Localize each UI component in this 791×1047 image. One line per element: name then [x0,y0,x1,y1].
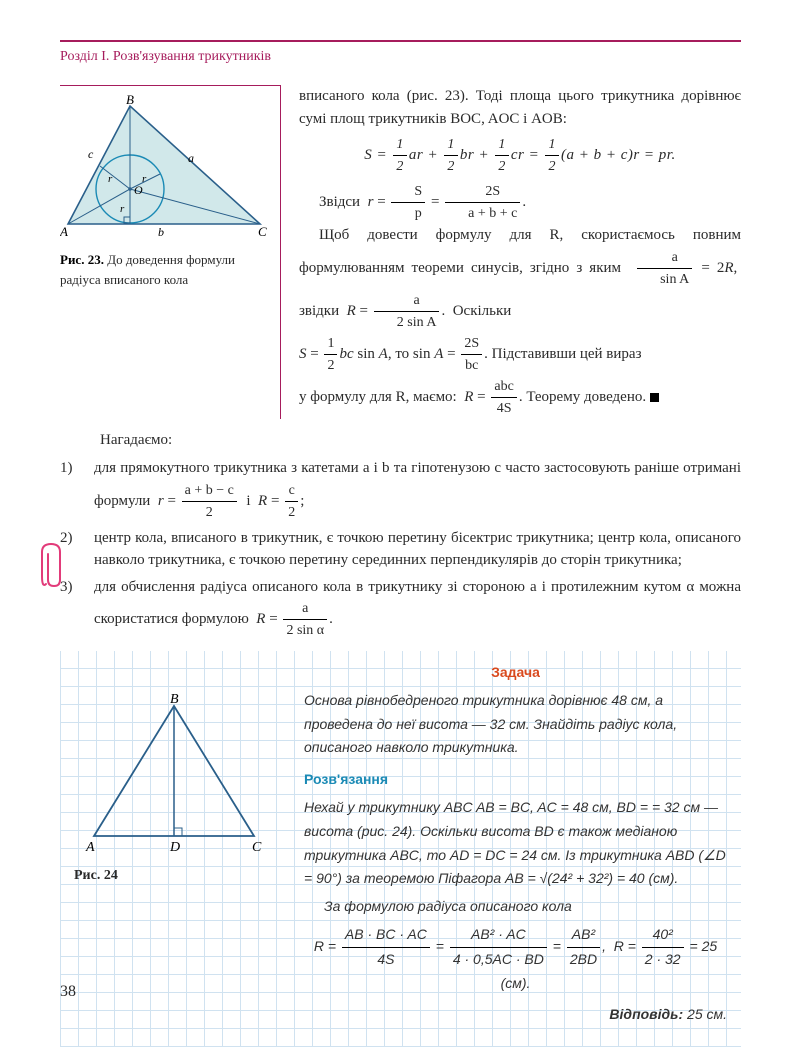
svg-text:r: r [120,203,125,215]
list-body: для прямокутного трикутника з катетами a… [94,457,741,523]
list-item-3: 3) для обчислення радіуса описаного кола… [60,576,741,642]
list-number: 2) [60,527,94,572]
page: Розділ I. Розв'язування трикутників A B [0,0,791,1024]
formula-area-sum: S = 12ar + 12br + 12cr = 12(a + b + c)r … [299,134,741,177]
svg-text:c: c [88,147,94,161]
svg-text:b: b [158,225,164,239]
list-body: для обчислення радіуса описаного кола в … [94,576,741,642]
paperclip-icon [38,540,64,590]
svg-text:r: r [142,173,147,185]
proof-intro: вписаного кола (рис. 23). Тоді площа цьо… [299,85,741,130]
problem-statement: Основа рівнобедреного трикутника дорівню… [304,689,727,760]
svg-text:B: B [170,692,179,707]
figure-23-box: A B C O b a c r r r Рис. 23. До доведенн… [60,85,281,419]
figure-24-box: A B C D Рис. 24 [74,661,284,1027]
solution-title: Розв'язання [304,768,727,792]
solution-text-1: Нехай у трикутнику ABC AB = BC, AC = 48 … [304,796,727,891]
proof-final: у формулу для R, маємо: R = abc4S. Теоре… [299,376,741,419]
qed-mark [650,393,659,402]
recall-heading: Нагадаємо: [100,429,741,452]
recall-list: 1) для прямокутного трикутника з катетам… [60,457,741,641]
figure-24-caption: Рис. 24 [74,865,284,886]
list-body: центр кола, вписаного в трикутник, є точ… [94,527,741,572]
list-item-1: 1) для прямокутного трикутника з катетам… [60,457,741,523]
svg-text:B: B [126,94,134,107]
proof-R-intro: Щоб довести формулу для R, скористаємось… [299,224,741,333]
solution-text-2: За формулою радіуса описаного кола [304,895,727,919]
solution-formula: R = AB · BC · AC4S = AB² · AC4 · 0,5AC ·… [304,923,727,995]
top-section: A B C O b a c r r r Рис. 23. До доведенн… [60,85,741,419]
proof-hence: Звідси r = Sp = 2Sa + b + c. [299,181,741,224]
svg-text:r: r [108,173,113,185]
answer-value: 25 см. [687,1006,727,1022]
section-header: Розділ I. Розв'язування трикутників [60,46,741,67]
problem-flex: A B C D Рис. 24 Задача Основа рівнобедре… [74,661,727,1027]
svg-text:A: A [85,840,95,855]
header-rule [60,40,741,42]
figure-23-diagram: A B C O b a c r r r [60,94,270,244]
problem-section: A B C D Рис. 24 Задача Основа рівнобедре… [60,651,741,1047]
proof-sinA: S = 12bc sin A, то sin A = 2Sbc. Підстав… [299,333,741,376]
list-item-2: 2) центр кола, вписаного в трикутник, є … [60,527,741,572]
answer-label: Відповідь: [609,1006,683,1022]
svg-text:A: A [60,224,68,239]
list-number: 3) [60,576,94,642]
figure-23-caption: Рис. 23. До доведення формули радіуса вп… [60,250,270,289]
proof-text: вписаного кола (рис. 23). Тоді площа цьо… [299,85,741,419]
problem-title: Задача [304,661,727,685]
svg-text:C: C [258,224,267,239]
svg-text:O: O [134,183,143,197]
svg-text:D: D [169,840,180,855]
figure-23-label: Рис. 23. [60,252,104,267]
svg-text:C: C [252,840,262,855]
figure-24-diagram: A B C D [74,691,284,861]
list-number: 1) [60,457,94,523]
page-number: 38 [60,980,76,1004]
svg-text:a: a [188,151,194,165]
figure-24-label: Рис. 24 [74,868,118,883]
problem-column: Задача Основа рівнобедреного трикутника … [304,661,727,1027]
